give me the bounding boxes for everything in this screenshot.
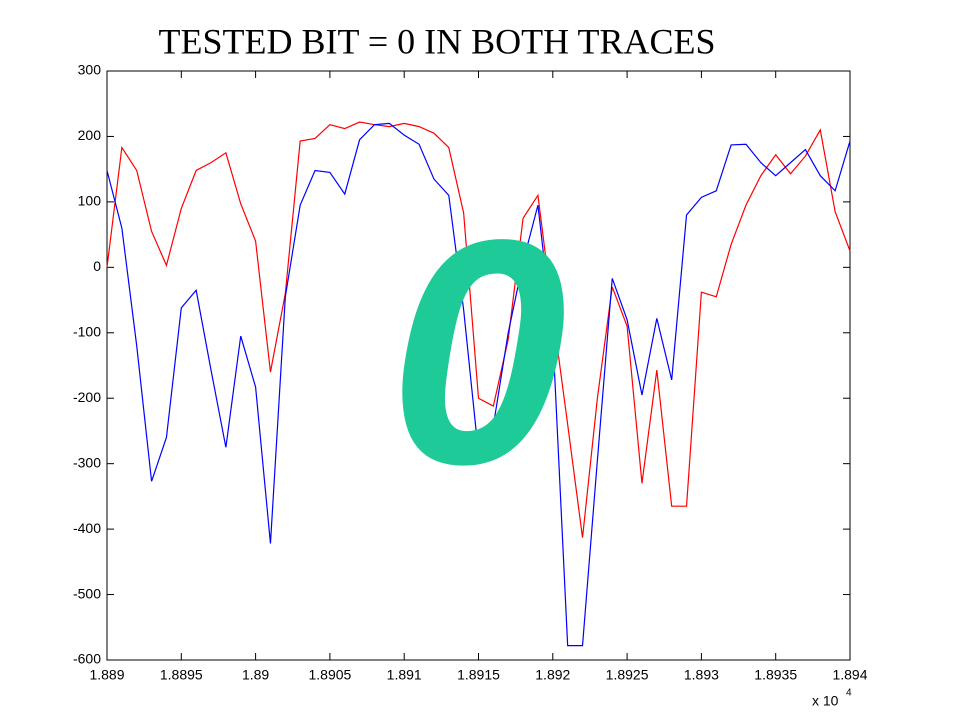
x-tick-label: 1.889 <box>89 667 124 683</box>
annotation: 0 <box>389 173 567 531</box>
chart-title: TESTED BIT = 0 IN BOTH TRACES <box>159 21 716 61</box>
x-tick-label: 1.8935 <box>754 667 797 683</box>
y-tick-label: -300 <box>73 454 101 470</box>
y-tick-label: -600 <box>73 651 101 667</box>
x-tick-label: 1.89 <box>242 667 269 683</box>
y-tick-label: 200 <box>78 127 102 143</box>
y-tick-label: -100 <box>73 323 101 339</box>
x-tick-label: 1.892 <box>535 667 570 683</box>
x-tick-label: 1.8895 <box>160 667 203 683</box>
x-multiplier-exponent: 4 <box>846 688 852 699</box>
x-tick-label: 1.8915 <box>457 667 500 683</box>
x-tick-label: 1.893 <box>684 667 719 683</box>
series-line <box>106 121 851 538</box>
x-multiplier: x 10 <box>812 693 839 709</box>
x-tick-label: 1.8925 <box>606 667 649 683</box>
y-tick-label: -500 <box>73 585 101 601</box>
y-tick-label: 100 <box>78 193 102 209</box>
y-tick-label: 300 <box>78 62 102 78</box>
y-tick-label: -200 <box>73 389 101 405</box>
series-line <box>106 122 851 647</box>
x-tick-label: 1.891 <box>387 667 422 683</box>
y-tick-label: 0 <box>93 258 101 274</box>
x-tick-label: 1.8905 <box>308 667 351 683</box>
y-tick-label: -400 <box>73 520 101 536</box>
x-tick-label: 1.894 <box>832 667 867 683</box>
